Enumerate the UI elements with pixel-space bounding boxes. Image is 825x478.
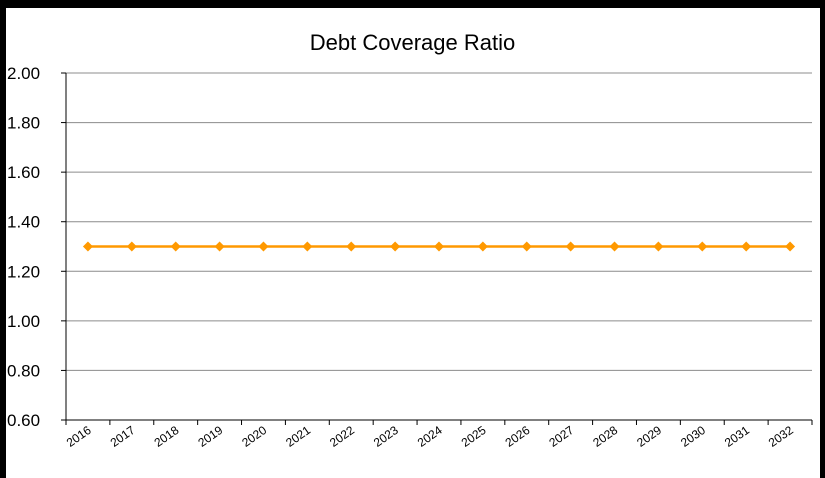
y-tick-label: 1.80 [7, 114, 40, 133]
x-tick-label: 2016 [64, 423, 94, 450]
x-tick-label: 2017 [108, 423, 138, 450]
data-point-marker [521, 241, 532, 252]
x-tick-label: 2025 [459, 423, 489, 450]
data-point-marker [697, 241, 708, 252]
y-tick-label: 1.60 [7, 163, 40, 182]
x-tick-label: 2019 [195, 423, 225, 450]
x-tick-label: 2032 [766, 423, 796, 450]
x-tick-label: 2023 [371, 423, 401, 450]
data-point-marker [214, 241, 225, 252]
data-point-marker [346, 241, 357, 252]
y-tick-label: 2.00 [7, 64, 40, 83]
y-tick-label: 1.40 [7, 213, 40, 232]
x-tick-labels: 2016 2017 2018 2019 2020 2021 2022 2023 2024 2025… [64, 423, 796, 450]
x-tick-label: 2028 [590, 423, 620, 450]
data-point-marker [170, 241, 181, 252]
data-point-marker [785, 241, 796, 252]
y-tick-label: 0.60 [7, 411, 40, 430]
x-tick-label: 2026 [503, 423, 533, 450]
data-point-marker [302, 241, 313, 252]
y-tick-label: 0.80 [7, 361, 40, 380]
chart-title: Debt Coverage Ratio [309, 30, 516, 55]
data-point-marker [82, 241, 93, 252]
y-tick-labels: 0.60 0.80 1.00 1.20 1.40 1.60 1.80 2.00 [7, 64, 40, 430]
y-tick-label: 1.20 [7, 262, 40, 281]
x-tick-label: 2027 [546, 423, 576, 450]
x-tick-label: 2029 [634, 423, 664, 450]
gridlines [66, 72, 812, 421]
data-point-marker [477, 241, 488, 252]
data-point-marker [609, 241, 620, 252]
y-tick-label: 1.00 [7, 312, 40, 331]
x-tick-label: 2022 [327, 423, 357, 450]
series [82, 241, 796, 252]
x-tick-label: 2030 [678, 423, 708, 450]
data-point-marker [434, 241, 444, 252]
x-tick-label: 2021 [283, 423, 313, 450]
data-point-marker [258, 241, 269, 252]
axes [61, 72, 813, 425]
x-tick-label: 2024 [415, 423, 445, 450]
data-point-marker [126, 241, 137, 252]
x-tick-label: 2031 [722, 423, 752, 450]
x-tick-label: 2020 [239, 423, 269, 450]
x-tick-label: 2018 [152, 423, 182, 450]
data-point-marker [390, 241, 401, 252]
data-point-marker [653, 241, 664, 252]
data-point-marker [741, 241, 752, 252]
data-point-marker [565, 241, 576, 252]
